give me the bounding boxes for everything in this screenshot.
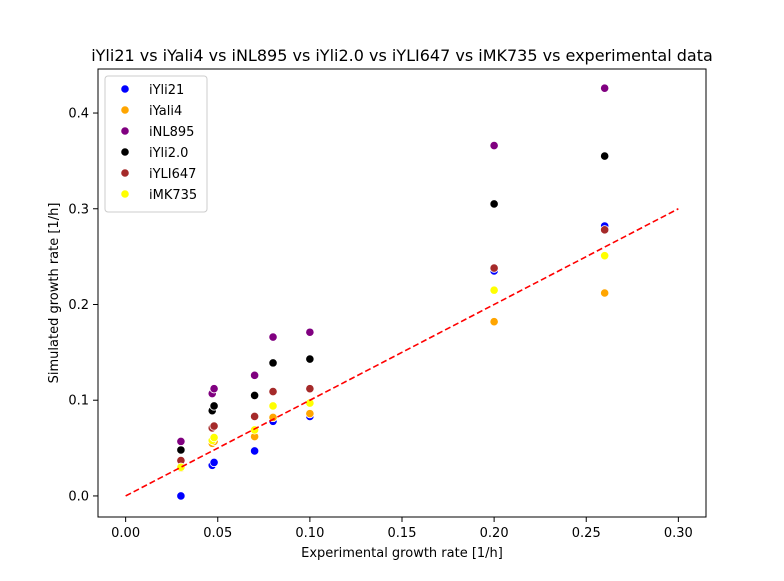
- legend-marker: [120, 189, 130, 199]
- legend-label: iMK735: [149, 188, 197, 203]
- data-point: [600, 83, 610, 93]
- data-point: [250, 370, 260, 380]
- reference-line: [125, 208, 679, 497]
- data-point: [250, 390, 260, 401]
- legend-marker: [120, 126, 130, 136]
- data-point: [209, 421, 219, 431]
- data-point: [250, 411, 260, 422]
- series-imk735: [176, 251, 610, 472]
- y-axis-label: Simulated growth rate [1/h]: [47, 203, 62, 384]
- data-point: [209, 432, 219, 443]
- data-point: [250, 446, 260, 456]
- data-point: [268, 386, 278, 397]
- series-iyli647: [176, 225, 610, 466]
- legend-label: iYLI647: [149, 167, 196, 182]
- data-point: [209, 384, 219, 394]
- data-point: [305, 409, 315, 419]
- x-axis: 0.00 0.05 0.10 0.15 0.20 0.25 0.30: [111, 517, 693, 541]
- data-point: [176, 436, 186, 446]
- data-point: [268, 412, 278, 423]
- data-point: [489, 285, 499, 295]
- data-point: [268, 401, 278, 411]
- data-point: [489, 140, 499, 151]
- data-point: [209, 457, 219, 468]
- legend-marker: [120, 168, 130, 178]
- series-inl895: [176, 83, 610, 446]
- series-iyli2-0: [176, 151, 610, 455]
- y-tick-label: 0.3: [68, 202, 89, 217]
- legend-box: [104, 75, 208, 213]
- data-point: [600, 225, 610, 235]
- y-axis: 0.0 0.1 0.2 0.3 0.4: [68, 107, 98, 504]
- legend-label: iYli2.0: [149, 146, 188, 161]
- data-point: [305, 327, 315, 337]
- chart-title: iYli21 vs iYali4 vs iNL895 vs iYli2.0 vs…: [91, 46, 713, 65]
- legend-marker: [120, 147, 130, 157]
- x-tick-label: 0.05: [203, 526, 232, 541]
- data-point: [305, 354, 315, 364]
- legend-marker: [120, 105, 130, 115]
- legend-marker: [120, 84, 130, 94]
- legend-label: iYali4: [149, 104, 182, 119]
- y-tick-label: 0.1: [68, 394, 89, 409]
- data-point: [209, 401, 219, 411]
- x-tick-label: 0.15: [388, 526, 417, 541]
- legend-label: iYli21: [149, 83, 184, 98]
- legend: iYli21 iYali4 iNL895 iYli2.0 iYLI647 iMK735: [104, 75, 208, 213]
- data-point: [600, 288, 610, 298]
- y-tick-label: 0.0: [68, 489, 89, 504]
- x-tick-label: 0.00: [111, 526, 140, 541]
- data-point: [489, 199, 499, 209]
- x-tick-label: 0.30: [664, 526, 693, 541]
- data-point: [600, 251, 610, 261]
- legend-label: iNL895: [149, 125, 194, 140]
- y-tick-label: 0.4: [68, 107, 89, 122]
- data-point: [489, 317, 499, 327]
- x-tick-label: 0.20: [480, 526, 509, 541]
- data-point: [268, 358, 278, 368]
- data-point: [176, 491, 186, 501]
- data-point: [176, 462, 186, 472]
- plot-area: [125, 83, 679, 501]
- x-tick-label: 0.25: [572, 526, 601, 541]
- data-point: [176, 445, 186, 455]
- y-tick-label: 0.2: [68, 298, 89, 313]
- data-point: [305, 384, 315, 394]
- data-point: [268, 332, 278, 342]
- data-point: [600, 151, 610, 161]
- x-axis-label: Experimental growth rate [1/h]: [301, 546, 503, 561]
- data-point: [489, 263, 499, 273]
- x-tick-label: 0.10: [295, 526, 324, 541]
